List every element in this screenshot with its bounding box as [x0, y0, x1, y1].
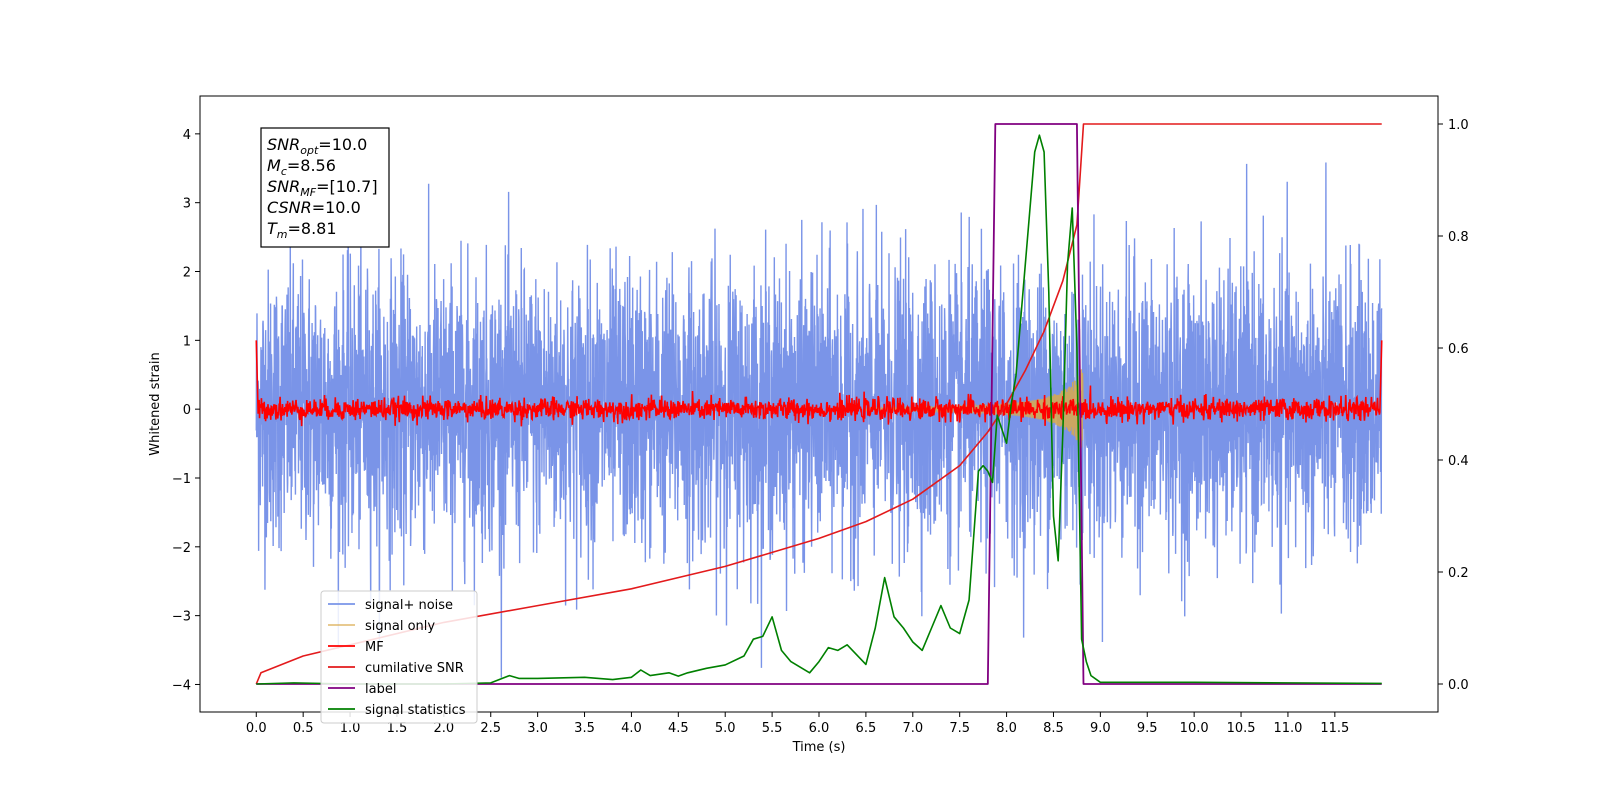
- x-axis-label: Time (s): [792, 740, 846, 755]
- info-box-frame: [260, 127, 390, 248]
- x-tick-label: 0.0: [246, 721, 267, 736]
- x-tick-label: 1.5: [387, 721, 408, 736]
- y-right-tick-label: 0.4: [1448, 454, 1469, 469]
- series-mf: [255, 340, 1383, 427]
- x-tick-label: 5.0: [715, 721, 736, 736]
- x-tick-label: 8.0: [996, 721, 1017, 736]
- x-tick-label: 1.0: [340, 721, 361, 736]
- y-left-tick-label: 3: [183, 197, 191, 212]
- info-line: CSNR=10.0: [267, 198, 361, 217]
- y-right-tick-label: 0.8: [1448, 230, 1469, 245]
- x-tick-label: 2.5: [480, 721, 501, 736]
- y-left-tick-label: −2: [172, 541, 191, 556]
- info-line: SNRMF=[10.7]: [267, 177, 378, 199]
- series-label: [256, 123, 1382, 685]
- y-right-tick-label: 1.0: [1448, 118, 1469, 133]
- y-left-tick-label: 1: [183, 334, 191, 349]
- x-tick-label: 11.5: [1320, 721, 1349, 736]
- x-tick-label: 10.5: [1227, 721, 1256, 736]
- y-left-tick-label: −1: [172, 472, 191, 487]
- legend-entry: cumilative SNR: [365, 661, 464, 676]
- legend-entry: signal statistics: [365, 703, 466, 718]
- y-axis-right: 1.0 0.8 0.6 0.4 0.2 0.0: [1438, 118, 1469, 693]
- y-left-tick-label: −3: [172, 610, 191, 625]
- legend: signal+ noise signal only MF cumilative SNR…: [320, 590, 478, 724]
- info-line: SNRopt=10.0: [267, 135, 367, 157]
- x-tick-label: 9.5: [1137, 721, 1158, 736]
- y-left-tick-label: 0: [183, 403, 191, 418]
- x-tick-label: 9.0: [1090, 721, 1111, 736]
- x-tick-label: 6.0: [809, 721, 830, 736]
- legend-entry: label: [365, 682, 396, 697]
- x-tick-label: 7.5: [949, 721, 970, 736]
- series-signal-noise: [255, 162, 1383, 678]
- x-tick-label: 10.0: [1180, 721, 1209, 736]
- x-tick-label: 4.0: [621, 721, 642, 736]
- x-tick-label: 0.5: [293, 721, 314, 736]
- legend-entry: signal only: [365, 619, 435, 634]
- y-axis-left: 4 3 2 1 0 −1 −2 −3 −4: [172, 128, 200, 693]
- x-tick-label: 8.5: [1043, 721, 1064, 736]
- x-tick-label: 6.5: [856, 721, 877, 736]
- x-axis: 0.0 0.5 1.0 1.5 2.0 2.5 3.0 3.5 4.0 4.5 5.0 5.5 6.0 6…: [246, 712, 1349, 736]
- legend-frame: [320, 590, 478, 724]
- y-left-tick-label: 2: [183, 266, 191, 281]
- y-right-tick-label: 0.0: [1448, 678, 1469, 693]
- series-signal-statistics: [256, 134, 1382, 685]
- y-right-tick-label: 0.2: [1448, 566, 1469, 581]
- info-line: Mc=8.56: [267, 156, 336, 178]
- y-left-tick-label: 4: [183, 128, 191, 143]
- x-tick-label: 2.0: [434, 721, 455, 736]
- x-tick-label: 7.0: [902, 721, 923, 736]
- y-right-tick-label: 0.6: [1448, 342, 1469, 357]
- legend-entry: signal+ noise: [365, 598, 453, 613]
- info-line: Tm=8.81: [267, 219, 337, 241]
- x-tick-label: 5.5: [762, 721, 783, 736]
- legend-entry: MF: [365, 640, 384, 655]
- x-tick-label: 3.5: [574, 721, 595, 736]
- y-left-tick-label: −4: [172, 678, 191, 693]
- x-tick-label: 3.0: [527, 721, 548, 736]
- x-tick-label: 4.5: [668, 721, 689, 736]
- y-axis-label: Whitened strain: [148, 352, 163, 455]
- x-tick-label: 11.0: [1273, 721, 1302, 736]
